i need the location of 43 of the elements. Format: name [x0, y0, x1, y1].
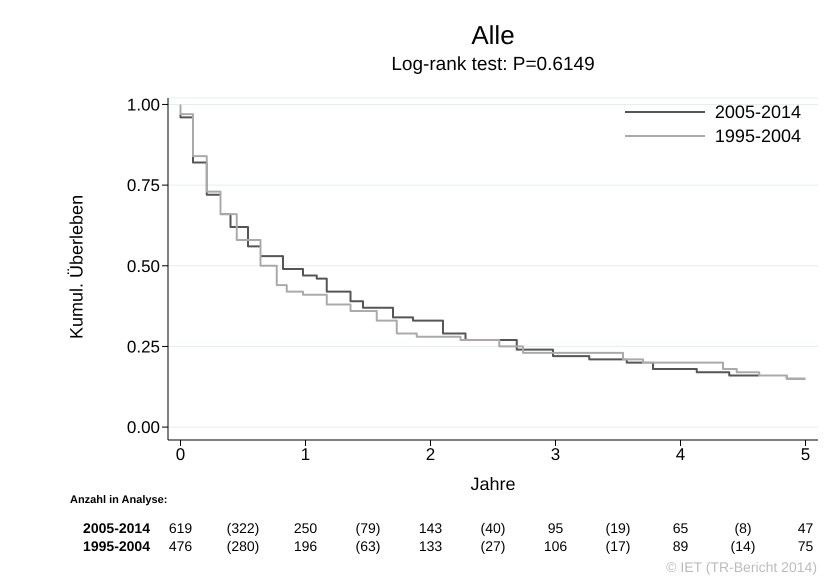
text: (63) [354, 538, 382, 554]
text: 106 [542, 538, 568, 554]
text: 196 [292, 538, 318, 554]
text: 476 [168, 538, 194, 554]
text: (40) [480, 520, 506, 536]
text: 89 [672, 538, 690, 554]
x-tick-label: 2 [426, 445, 436, 464]
legend-label: 1995-2004 [714, 126, 801, 146]
x-tick-label: 3 [550, 445, 560, 464]
legend-label: 2005-2014 [714, 102, 801, 122]
text: 133 [418, 538, 444, 554]
text: 2005-2014 [83, 520, 150, 536]
y-tick-label: 1.00 [126, 95, 160, 114]
text: (79) [354, 520, 382, 536]
x-tick-label: 4 [676, 445, 686, 464]
text: (14) [730, 538, 756, 554]
text: 47 [796, 520, 814, 536]
x-axis-title: Jahre [470, 474, 516, 494]
y-tick-label: 0.50 [126, 256, 160, 276]
y-tick-label: 0.00 [126, 418, 160, 438]
text: (280) [226, 538, 260, 554]
text: (322) [226, 520, 260, 536]
text: 619 [168, 520, 194, 536]
x-tick-label: 5 [800, 445, 810, 464]
x-tick-label: 0 [176, 445, 186, 464]
y-axis-title: Kumul. Überleben [66, 194, 86, 339]
text: (19) [604, 520, 632, 536]
y-tick-label: 0.75 [126, 176, 160, 196]
text: (8) [733, 520, 753, 536]
y-tick-label: 0.25 [126, 337, 160, 356]
text: (17) [604, 538, 632, 554]
text: 95 [546, 520, 564, 536]
text: Anzahl in Analyse: [70, 494, 168, 506]
text: (27) [480, 538, 506, 554]
chart-subtitle: Log-rank test: P=0.6149 [390, 54, 596, 76]
text: 143 [418, 520, 444, 536]
text: © IET (TR-Bericht 2014) [666, 559, 817, 575]
text: 1995-2004 [83, 538, 150, 554]
chart-title: Alle [470, 20, 516, 51]
text: 75 [796, 538, 814, 554]
text: 65 [672, 520, 690, 536]
x-tick-label: 1 [300, 445, 310, 464]
text: 250 [292, 520, 318, 536]
